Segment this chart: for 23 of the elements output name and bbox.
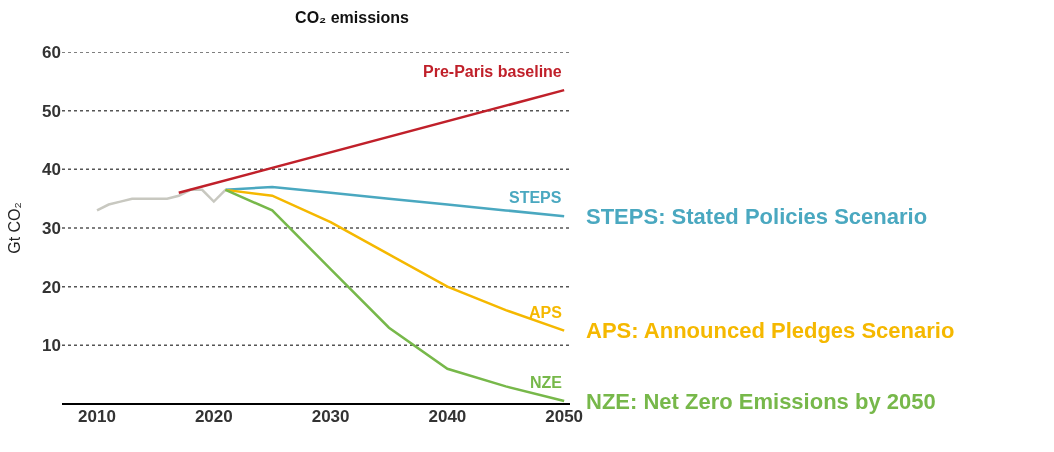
series-label: STEPS: [509, 189, 562, 206]
y-tick-label: 30: [42, 218, 61, 238]
line-series: [224, 188, 566, 403]
series-label: APS: [529, 304, 563, 321]
chart-title: CO₂ emissions: [295, 8, 410, 26]
line-series: [95, 188, 227, 212]
series-label: Pre-Paris baseline: [423, 63, 562, 80]
text: STEPS: Stated Policies Scenario: [586, 204, 928, 229]
y-tick-label: 10: [42, 336, 61, 356]
x-tick-label: 2010: [78, 407, 116, 426]
x-tick-label: 2040: [428, 407, 467, 426]
series-label: NZE: [530, 374, 563, 391]
x-tick-label: 2020: [194, 407, 233, 426]
y-axis-title: Gt CO₂: [6, 202, 23, 254]
y-tick-label: 60: [42, 42, 61, 62]
x-tick-label: 2050: [545, 407, 584, 426]
text: NZE: Net Zero Emissions by 2050: [586, 389, 936, 414]
y-tick-label: 20: [42, 277, 61, 297]
line-series: [224, 185, 566, 218]
x-tick-label: 2030: [311, 407, 350, 426]
y-tick-label: 40: [42, 160, 61, 180]
y-tick-label: 50: [42, 101, 61, 121]
text: APS: Announced Pledges Scenario: [586, 318, 955, 343]
